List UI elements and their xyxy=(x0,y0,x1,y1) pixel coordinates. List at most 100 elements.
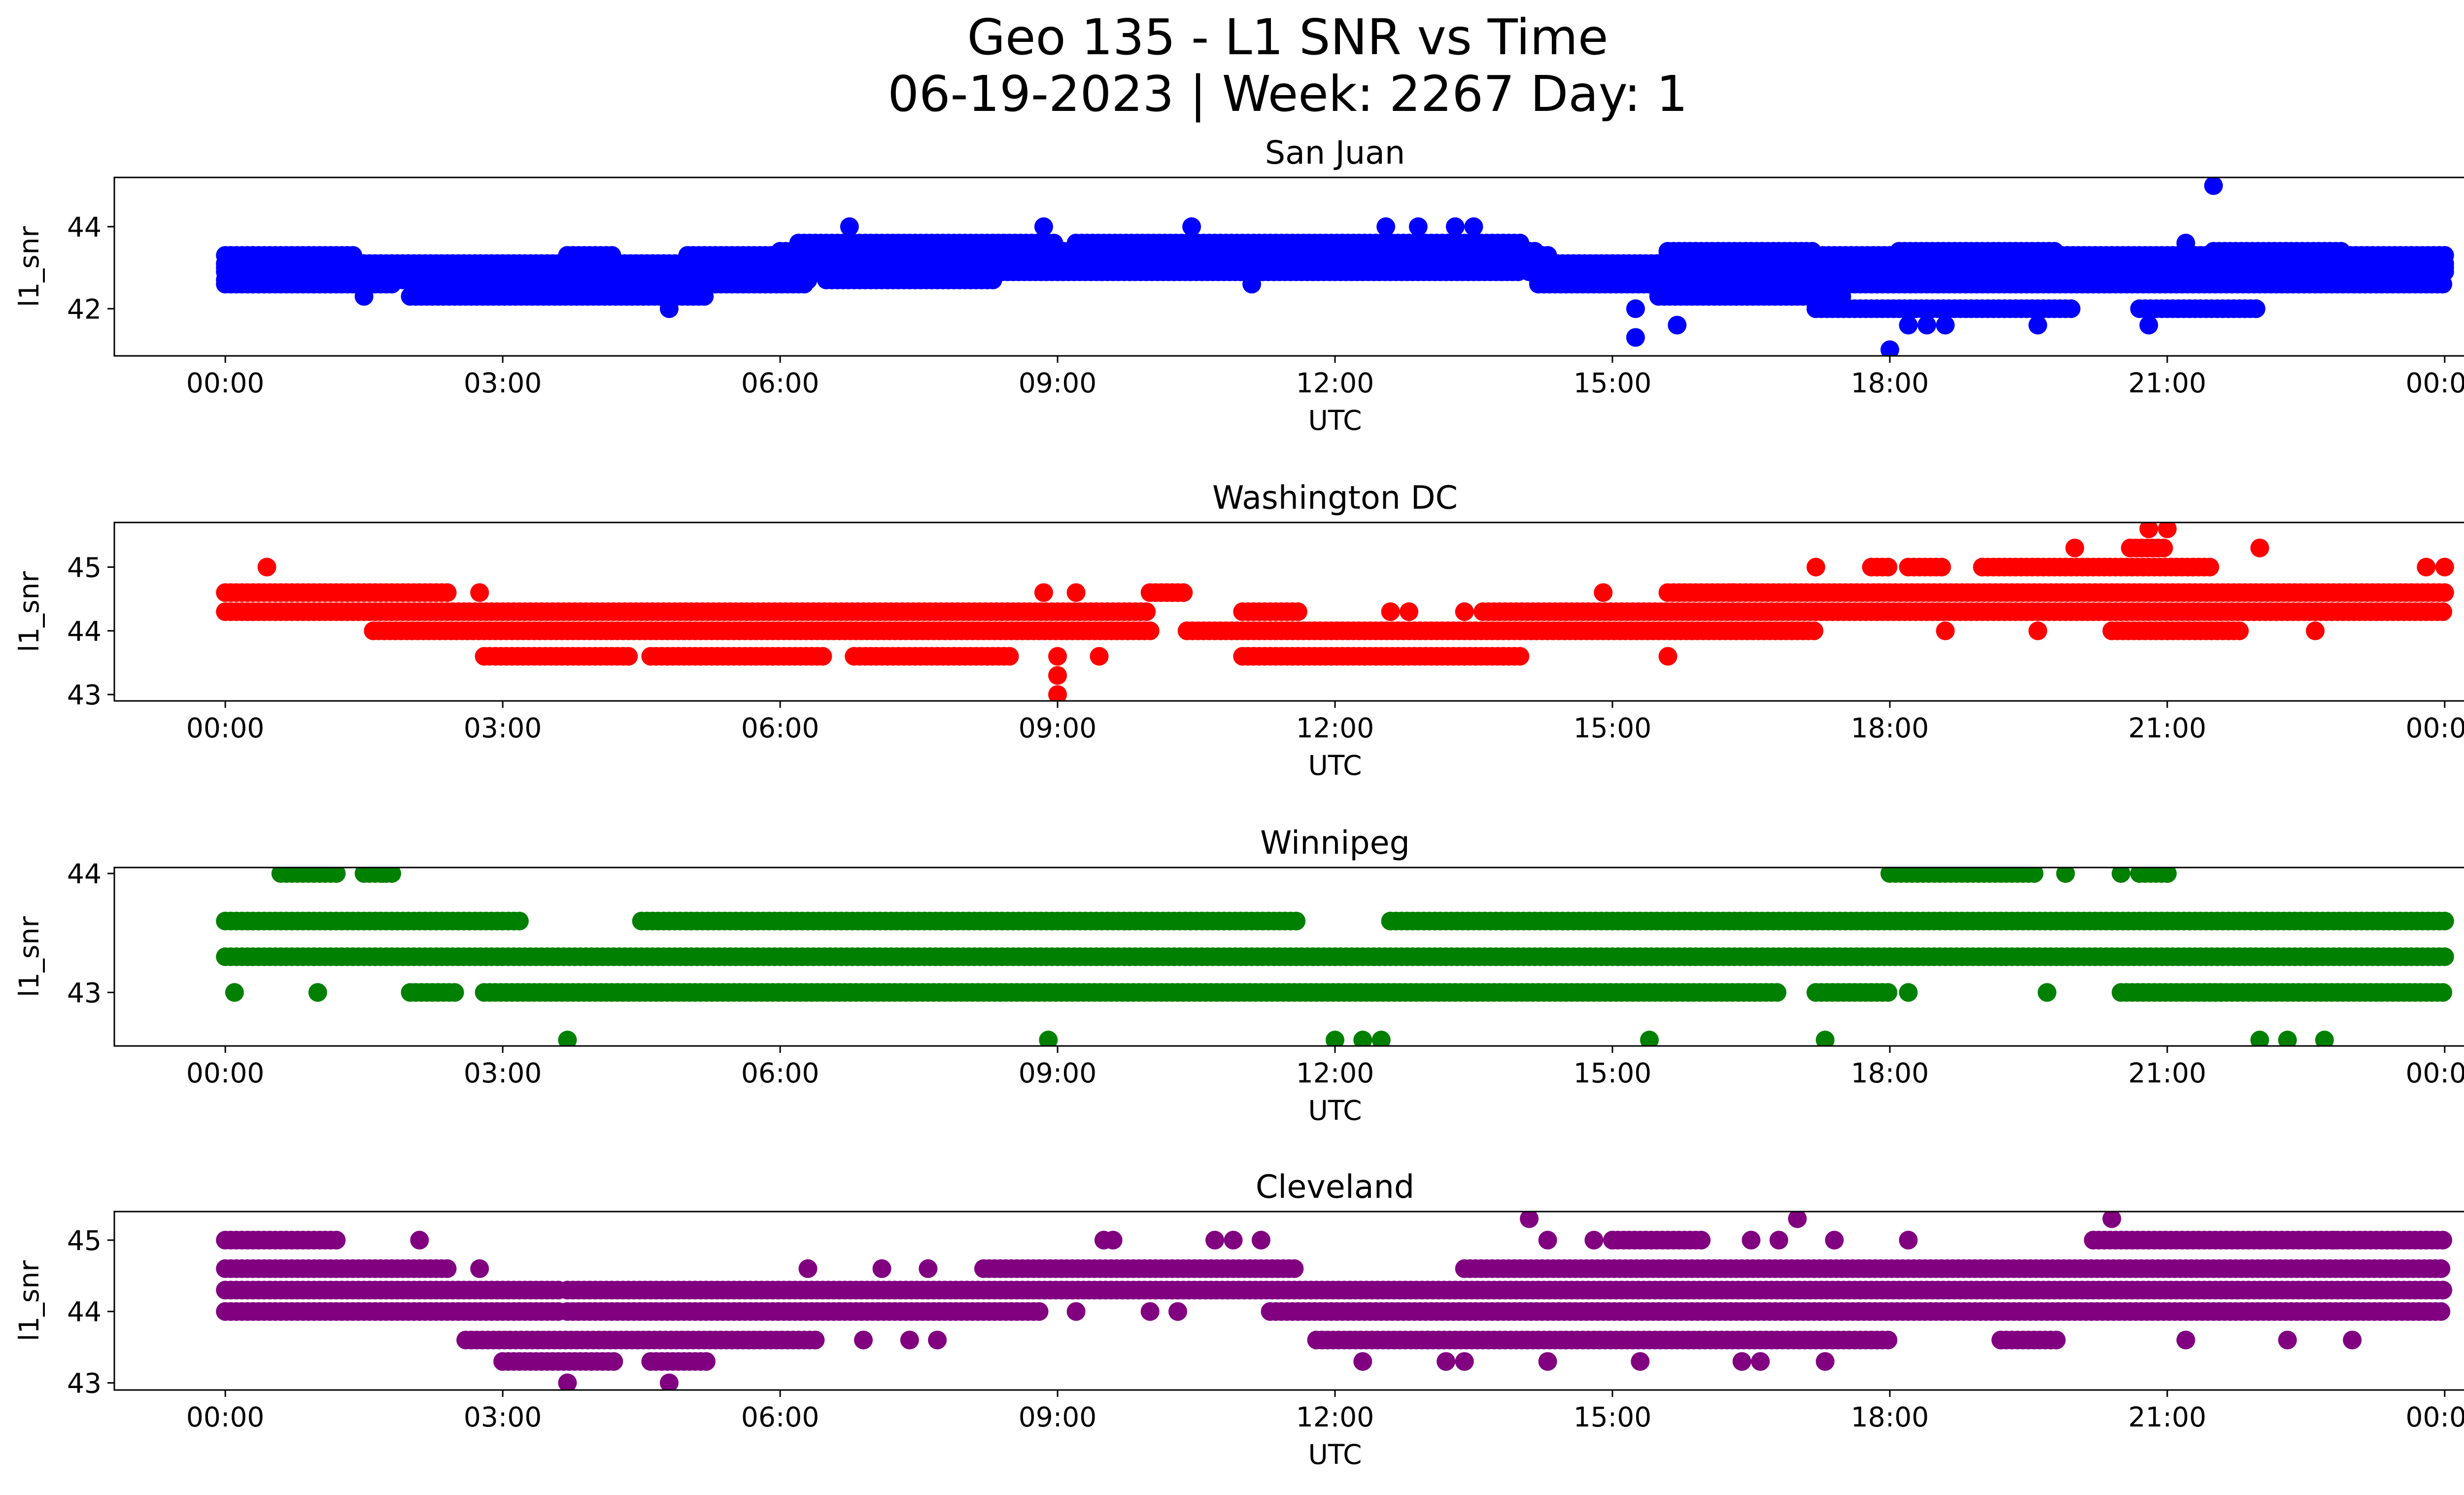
data-point xyxy=(1353,1030,1372,1046)
data-point xyxy=(1288,602,1307,621)
data-point xyxy=(1815,1030,1835,1046)
data-point xyxy=(1936,315,1955,335)
data-point xyxy=(2176,234,2195,253)
data-point xyxy=(1879,983,1898,1002)
x-tick-label: 12:00 xyxy=(1296,712,1374,744)
y-axis-label: l1_snr xyxy=(13,226,45,307)
data-point xyxy=(1000,647,1019,666)
data-point xyxy=(619,647,638,666)
data-point xyxy=(1048,685,1067,701)
x-tick-label: 06:00 xyxy=(741,367,820,399)
data-point xyxy=(2061,299,2081,318)
x-tick-label: 15:00 xyxy=(1574,1057,1652,1089)
data-point xyxy=(1326,1030,1344,1046)
y-axis-label: l1_snr xyxy=(13,916,45,997)
data-point xyxy=(2028,315,2048,335)
data-point xyxy=(1034,583,1053,602)
data-point xyxy=(1044,234,1063,253)
data-point xyxy=(2028,621,2048,640)
x-axis-label: UTC xyxy=(1308,1095,1362,1126)
data-point xyxy=(1371,1030,1391,1046)
data-point xyxy=(1932,557,1951,577)
x-tick-label: 03:00 xyxy=(464,1057,542,1089)
data-point xyxy=(1090,647,1109,666)
data-point xyxy=(659,299,679,318)
data-point xyxy=(1668,315,1687,335)
data-point xyxy=(1803,242,1822,261)
data-point xyxy=(2250,1030,2269,1046)
x-tick-label: 00:00 xyxy=(2406,712,2464,744)
data-point xyxy=(1806,557,1825,577)
x-tick-label: 18:00 xyxy=(1851,1057,1929,1089)
data-point xyxy=(2065,538,2085,557)
subplot-title: Cleveland xyxy=(1256,1169,1414,1206)
data-point xyxy=(602,246,621,265)
x-tick-label: 00:00 xyxy=(186,712,265,744)
x-tick-label: 09:00 xyxy=(1019,367,1097,399)
data-point xyxy=(1455,258,1474,278)
y-tick-label: 44 xyxy=(67,858,102,890)
data-point xyxy=(2433,602,2453,621)
data-point xyxy=(1879,557,1898,577)
data-point xyxy=(1048,647,1067,666)
subplot-title: Winnipeg xyxy=(1260,825,1410,862)
data-point xyxy=(1525,242,1544,261)
data-point xyxy=(1464,217,1483,236)
data-point xyxy=(1140,621,1160,640)
subplot-title: Washington DC xyxy=(1212,480,1458,517)
x-tick-label: 00:00 xyxy=(2406,367,2464,399)
x-tick-label: 12:00 xyxy=(1296,367,1374,399)
data-point xyxy=(327,1230,346,1250)
x-tick-label: 00:00 xyxy=(2406,1057,2464,1089)
x-tick-label: 15:00 xyxy=(1574,367,1652,399)
y-axis-label: l1_snr xyxy=(13,571,45,652)
data-point xyxy=(1936,621,1955,640)
data-point xyxy=(2045,242,2064,261)
data-point xyxy=(2157,522,2177,538)
data-point xyxy=(1880,340,1899,356)
data-point xyxy=(1510,647,1530,666)
data-point xyxy=(2435,947,2454,966)
x-tick-label: 21:00 xyxy=(2128,1057,2207,1089)
x-tick-label: 09:00 xyxy=(1019,712,1097,744)
data-point xyxy=(438,1259,457,1278)
data-point xyxy=(2204,177,2223,195)
data-point xyxy=(1113,258,1132,278)
data-point xyxy=(445,983,464,1002)
x-tick-label: 18:00 xyxy=(1851,367,1929,399)
y-tick-label: 43 xyxy=(67,679,102,711)
data-point xyxy=(2024,868,2044,883)
data-point xyxy=(2154,538,2173,557)
data-point xyxy=(1768,983,1786,1002)
data-point xyxy=(2435,583,2454,602)
data-point xyxy=(1626,299,1645,318)
x-tick-label: 03:00 xyxy=(464,712,542,744)
data-point xyxy=(2331,242,2351,261)
data-point xyxy=(1034,217,1053,236)
data-point xyxy=(2433,1230,2453,1250)
data-point xyxy=(2435,557,2454,577)
data-point xyxy=(1917,315,1936,335)
data-point xyxy=(2247,299,2265,318)
data-markers xyxy=(216,1212,2453,1390)
data-point xyxy=(840,217,859,236)
data-point xyxy=(1899,983,1918,1002)
data-point xyxy=(257,557,276,577)
y-tick-label: 44 xyxy=(67,211,102,243)
data-point xyxy=(1287,911,1306,931)
data-point xyxy=(2306,621,2325,640)
x-tick-label: 21:00 xyxy=(2128,367,2207,399)
x-tick-label: 03:00 xyxy=(464,367,542,399)
data-point xyxy=(2435,911,2454,931)
data-point xyxy=(2250,538,2269,557)
data-point xyxy=(308,983,327,1002)
figure-title-line1: Geo 135 - L1 SNR vs Time xyxy=(967,8,1608,66)
x-tick-label: 15:00 xyxy=(1574,712,1652,744)
data-markers xyxy=(216,177,2454,356)
x-tick-label: 12:00 xyxy=(1296,1057,1374,1089)
x-axis-label: UTC xyxy=(1308,750,1362,781)
